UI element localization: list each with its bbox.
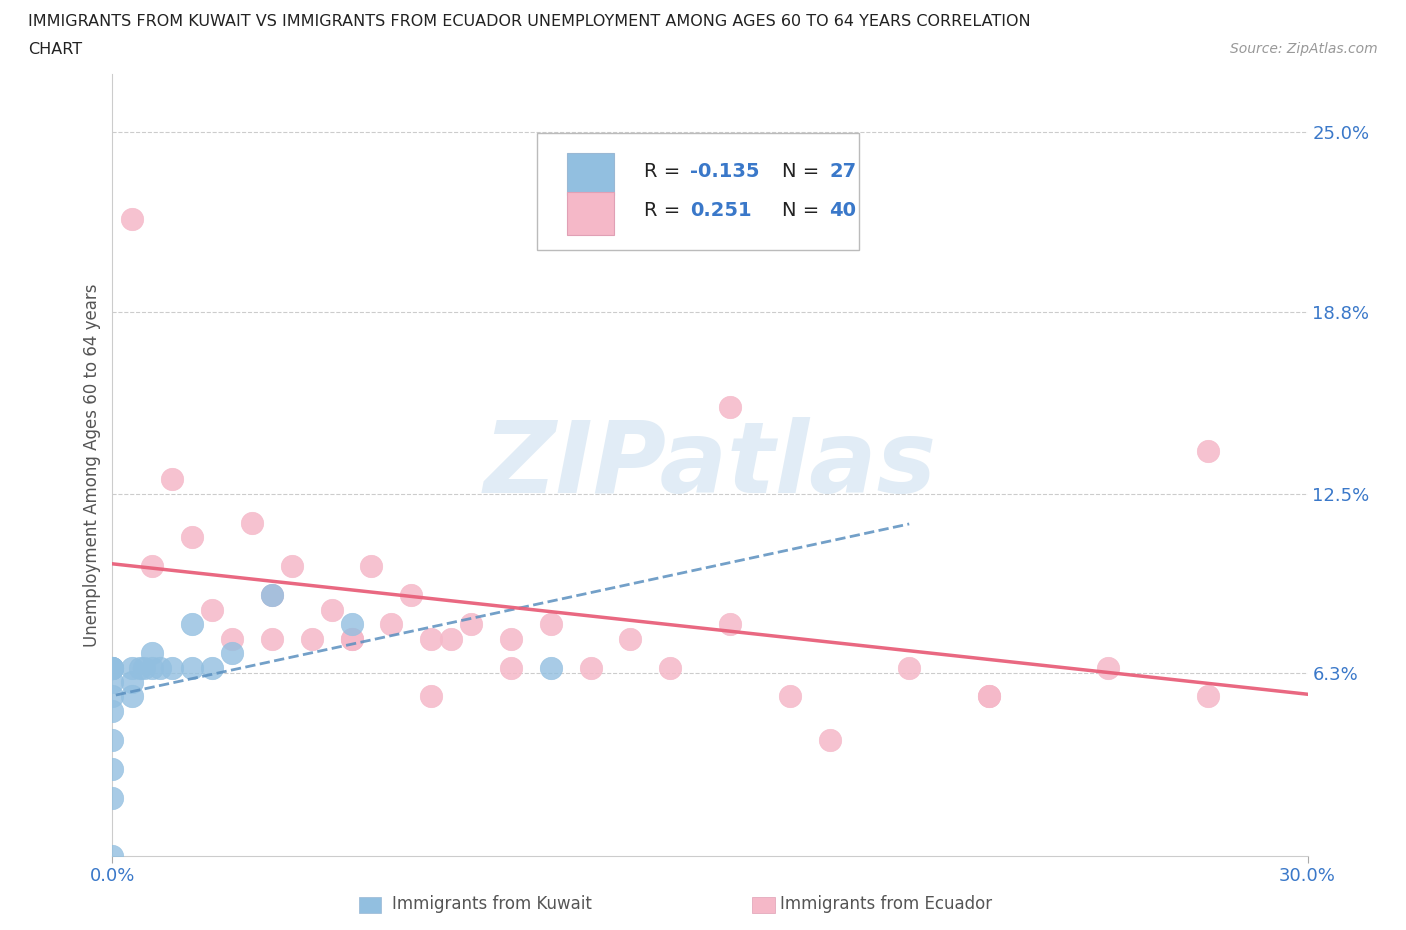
Point bbox=[260, 588, 283, 603]
Point bbox=[260, 631, 283, 646]
Point bbox=[101, 660, 124, 675]
Point bbox=[129, 660, 152, 675]
Text: R =: R = bbox=[644, 201, 686, 220]
Point bbox=[1197, 443, 1219, 458]
Point bbox=[201, 603, 224, 618]
Text: R =: R = bbox=[644, 162, 686, 181]
Point bbox=[818, 733, 841, 748]
Point bbox=[340, 617, 363, 631]
Point bbox=[499, 631, 522, 646]
Point bbox=[898, 660, 921, 675]
Point bbox=[260, 588, 283, 603]
Point bbox=[977, 689, 1000, 704]
FancyBboxPatch shape bbox=[567, 192, 614, 234]
Point bbox=[101, 733, 124, 748]
Point bbox=[121, 212, 143, 227]
Point bbox=[718, 617, 741, 631]
Text: -0.135: -0.135 bbox=[690, 162, 759, 181]
Point bbox=[101, 703, 124, 718]
Point bbox=[977, 689, 1000, 704]
Text: N =: N = bbox=[782, 201, 825, 220]
Point bbox=[101, 660, 124, 675]
Point bbox=[221, 631, 243, 646]
Point bbox=[101, 674, 124, 689]
Text: Source: ZipAtlas.com: Source: ZipAtlas.com bbox=[1230, 42, 1378, 56]
Point bbox=[281, 559, 304, 574]
Point bbox=[440, 631, 463, 646]
Text: 40: 40 bbox=[830, 201, 856, 220]
FancyBboxPatch shape bbox=[567, 153, 614, 195]
Point bbox=[162, 660, 183, 675]
Point bbox=[1197, 689, 1219, 704]
Point bbox=[121, 689, 143, 704]
Text: N =: N = bbox=[782, 162, 825, 181]
Point bbox=[101, 790, 124, 805]
Point bbox=[121, 674, 143, 689]
Text: Immigrants from Kuwait: Immigrants from Kuwait bbox=[392, 895, 592, 913]
Point bbox=[121, 660, 143, 675]
Point bbox=[149, 660, 172, 675]
Point bbox=[101, 660, 124, 675]
Point bbox=[420, 689, 443, 704]
Point bbox=[141, 645, 163, 660]
Point bbox=[380, 617, 402, 631]
Point bbox=[221, 645, 243, 660]
Point bbox=[240, 515, 263, 530]
Point bbox=[340, 631, 363, 646]
Point bbox=[101, 689, 124, 704]
Text: ZIPatlas: ZIPatlas bbox=[484, 417, 936, 513]
Point bbox=[718, 400, 741, 415]
Point bbox=[101, 762, 124, 777]
Text: IMMIGRANTS FROM KUWAIT VS IMMIGRANTS FROM ECUADOR UNEMPLOYMENT AMONG AGES 60 TO : IMMIGRANTS FROM KUWAIT VS IMMIGRANTS FRO… bbox=[28, 14, 1031, 29]
Point bbox=[540, 617, 562, 631]
Point bbox=[181, 617, 204, 631]
Text: 27: 27 bbox=[830, 162, 856, 181]
Point bbox=[141, 559, 163, 574]
Point bbox=[141, 660, 163, 675]
Point bbox=[301, 631, 323, 646]
Text: Immigrants from Ecuador: Immigrants from Ecuador bbox=[780, 895, 991, 913]
Text: CHART: CHART bbox=[28, 42, 82, 57]
Point bbox=[401, 588, 423, 603]
Point bbox=[540, 660, 562, 675]
Point bbox=[201, 660, 224, 675]
Point bbox=[162, 472, 183, 487]
Point bbox=[619, 631, 641, 646]
Point bbox=[181, 660, 204, 675]
Point bbox=[420, 631, 443, 646]
Point bbox=[659, 660, 682, 675]
Point bbox=[779, 689, 801, 704]
Point bbox=[460, 617, 482, 631]
Point bbox=[134, 660, 156, 675]
Text: 0.251: 0.251 bbox=[690, 201, 751, 220]
Y-axis label: Unemployment Among Ages 60 to 64 years: Unemployment Among Ages 60 to 64 years bbox=[83, 284, 101, 646]
Point bbox=[181, 530, 204, 545]
Point bbox=[340, 631, 363, 646]
Point bbox=[101, 660, 124, 675]
Point bbox=[321, 603, 343, 618]
Point bbox=[360, 559, 382, 574]
Point bbox=[499, 660, 522, 675]
Point bbox=[101, 848, 124, 863]
Point bbox=[579, 660, 602, 675]
Point bbox=[1097, 660, 1119, 675]
FancyBboxPatch shape bbox=[537, 133, 859, 250]
